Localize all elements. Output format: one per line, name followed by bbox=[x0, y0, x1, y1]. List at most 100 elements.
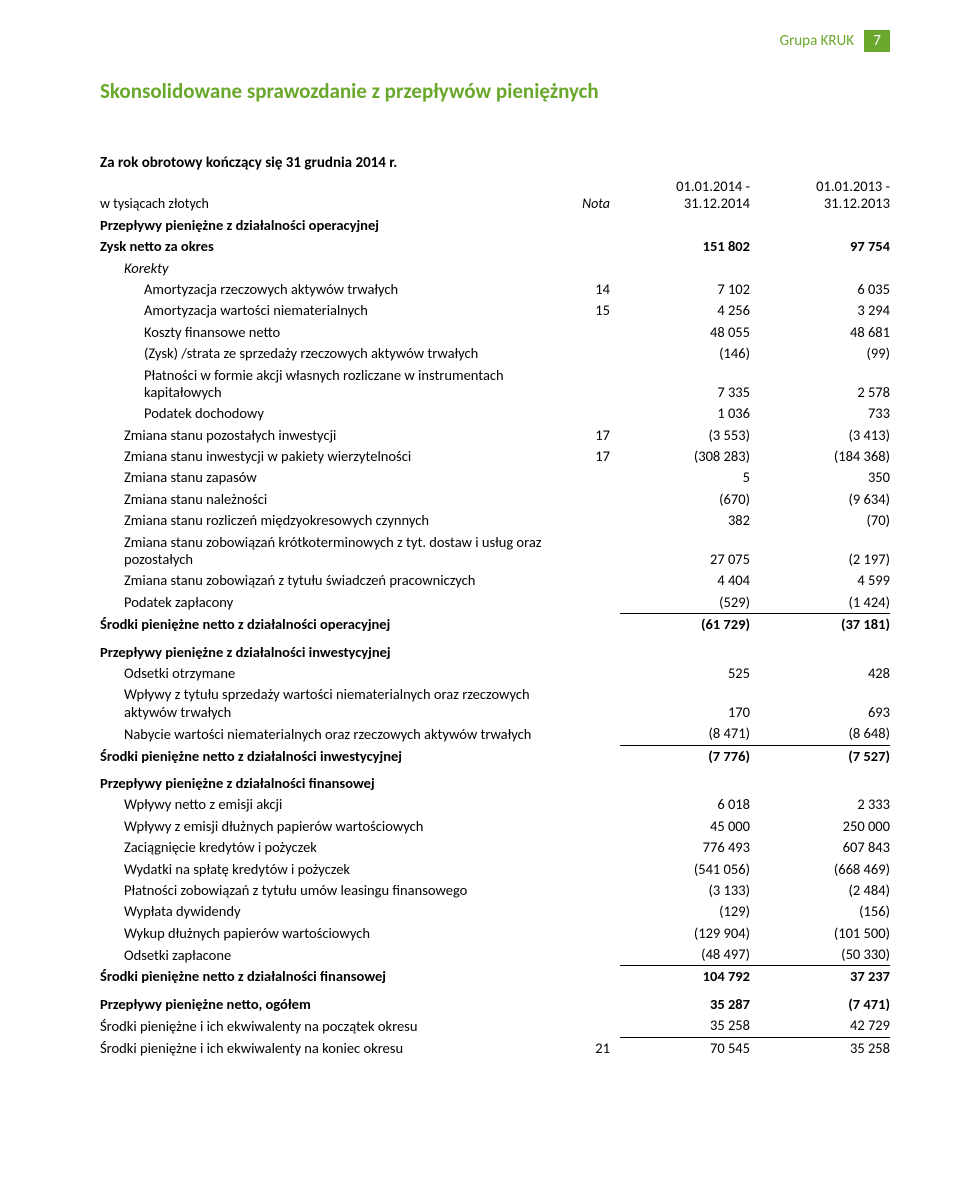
row-label: Podatek zapłacony bbox=[100, 592, 550, 614]
row-nota: 17 bbox=[550, 446, 620, 467]
row-value-c2: (3 413) bbox=[760, 425, 890, 446]
group-label: Grupa KRUK bbox=[780, 32, 854, 50]
row-value-c2: (1 424) bbox=[760, 592, 890, 614]
row-value-c2: 4 599 bbox=[760, 570, 890, 591]
row-label: (Zysk) /strata ze sprzedaży rzeczowych a… bbox=[100, 343, 550, 364]
row-value-c1: 776 493 bbox=[620, 837, 760, 858]
row-label: Zmiana stanu zapasów bbox=[100, 467, 550, 488]
row-value-c2: (2 484) bbox=[760, 880, 890, 901]
row-label: Wpływy netto z emisji akcji bbox=[100, 794, 550, 815]
fin-total-c2: 37 237 bbox=[760, 966, 890, 988]
row-value-c2: 607 843 bbox=[760, 837, 890, 858]
row-label: Płatności w formie akcji własnych rozlic… bbox=[100, 365, 550, 404]
row-value-c1: 45 000 bbox=[620, 816, 760, 837]
row-label: Środki pieniężne i ich ekwiwalenty na ko… bbox=[100, 1037, 550, 1059]
row-nota: 15 bbox=[550, 300, 620, 321]
row-value-c2: 350 bbox=[760, 467, 890, 488]
row-value-c1: 48 055 bbox=[620, 322, 760, 343]
row-label: Zmiana stanu należności bbox=[100, 489, 550, 510]
row-label: Zmiana stanu zobowiązań krótkoterminowyc… bbox=[100, 532, 550, 571]
row-value-c2: 3 294 bbox=[760, 300, 890, 321]
row-label: Koszty finansowe netto bbox=[100, 322, 550, 343]
row-value-c1: 1 036 bbox=[620, 403, 760, 424]
row-value-c1: (48 497) bbox=[620, 944, 760, 966]
row-nota: 17 bbox=[550, 425, 620, 446]
row-value-c2: (9 634) bbox=[760, 489, 890, 510]
row-label: Zysk netto za okres bbox=[100, 236, 550, 257]
row-value-c1: (529) bbox=[620, 592, 760, 614]
fin-total-c1: 104 792 bbox=[620, 966, 760, 988]
row-value-c1: (8 471) bbox=[620, 723, 760, 745]
row-value-c2: 733 bbox=[760, 403, 890, 424]
net-total-label: Przepływy pieniężne netto, ogółem bbox=[100, 988, 550, 1015]
row-value-c2: 97 754 bbox=[760, 236, 890, 257]
row-value-c1: (308 283) bbox=[620, 446, 760, 467]
section-fin-header: Przepływy pieniężne z działalności finan… bbox=[100, 767, 550, 794]
inv-total-c2: (7 527) bbox=[760, 745, 890, 767]
row-label: Zmiana stanu rozliczeń międzyokresowych … bbox=[100, 510, 550, 531]
row-value-c2: 42 729 bbox=[760, 1015, 890, 1037]
row-value-c1: 170 bbox=[620, 684, 760, 723]
row-label: Zmiana stanu pozostałych inwestycji bbox=[100, 425, 550, 446]
row-value-c1: (146) bbox=[620, 343, 760, 364]
inv-total-c1: (7 776) bbox=[620, 745, 760, 767]
row-value-c1: 7 102 bbox=[620, 279, 760, 300]
row-value-c1: (541 056) bbox=[620, 859, 760, 880]
row-label: Amortyzacja rzeczowych aktywów trwałych bbox=[100, 279, 550, 300]
row-value-c1: (3 133) bbox=[620, 880, 760, 901]
row-value-c1: 4 404 bbox=[620, 570, 760, 591]
subheading: Za rok obrotowy kończący się 31 grudnia … bbox=[100, 154, 890, 172]
row-label: Korekty bbox=[100, 258, 550, 279]
row-value-c2: 6 035 bbox=[760, 279, 890, 300]
row-value-c2: (668 469) bbox=[760, 859, 890, 880]
row-label: Odsetki zapłacone bbox=[100, 944, 550, 966]
section-inv-header: Przepływy pieniężne z działalności inwes… bbox=[100, 636, 550, 663]
row-value-c2: 35 258 bbox=[760, 1037, 890, 1059]
row-value-c1: (129) bbox=[620, 901, 760, 922]
row-value-c2: (101 500) bbox=[760, 923, 890, 944]
row-value-c2: (99) bbox=[760, 343, 890, 364]
row-value-c2: (8 648) bbox=[760, 723, 890, 745]
row-value-c1: (3 553) bbox=[620, 425, 760, 446]
row-nota: 14 bbox=[550, 279, 620, 300]
unit-note: w tysiącach złotych bbox=[100, 176, 550, 215]
op-total-c1: (61 729) bbox=[620, 614, 760, 636]
row-label: Zmiana stanu zobowiązań z tytułu świadcz… bbox=[100, 570, 550, 591]
report-title: Skonsolidowane sprawozdanie z przepływów… bbox=[100, 78, 890, 104]
net-total-c2: (7 471) bbox=[760, 988, 890, 1015]
row-label: Podatek dochodowy bbox=[100, 403, 550, 424]
nota-header: Nota bbox=[550, 176, 620, 215]
row-value-c1: 70 545 bbox=[620, 1037, 760, 1059]
row-label: Wydatki na spłatę kredytów i pożyczek bbox=[100, 859, 550, 880]
row-value-c1: 27 075 bbox=[620, 532, 760, 571]
net-total-c1: 35 287 bbox=[620, 988, 760, 1015]
page-header: Grupa KRUK 7 bbox=[100, 30, 890, 52]
row-value-c1: (129 904) bbox=[620, 923, 760, 944]
row-value-c2: (50 330) bbox=[760, 944, 890, 966]
inv-total-label: Środki pieniężne netto z działalności in… bbox=[100, 745, 550, 767]
row-label: Nabycie wartości niematerialnych oraz rz… bbox=[100, 723, 550, 745]
row-label: Wypłata dywidendy bbox=[100, 901, 550, 922]
row-value-c2: 250 000 bbox=[760, 816, 890, 837]
row-label: Wpływy z tytułu sprzedaży wartości niema… bbox=[100, 684, 550, 723]
row-label: Zaciągnięcie kredytów i pożyczek bbox=[100, 837, 550, 858]
row-value-c1: 151 802 bbox=[620, 236, 760, 257]
row-value-c1: 525 bbox=[620, 663, 760, 684]
row-label: Środki pieniężne i ich ekwiwalenty na po… bbox=[100, 1015, 550, 1037]
period-1-header: 01.01.2014 - 31.12.2014 bbox=[620, 176, 760, 215]
period-2-header: 01.01.2013 - 31.12.2013 bbox=[760, 176, 890, 215]
row-value-c1: 6 018 bbox=[620, 794, 760, 815]
row-label: Wykup dłużnych papierów wartościowych bbox=[100, 923, 550, 944]
op-total-label: Środki pieniężne netto z działalności op… bbox=[100, 614, 550, 636]
fin-total-label: Środki pieniężne netto z działalności fi… bbox=[100, 966, 550, 988]
row-value-c1: 4 256 bbox=[620, 300, 760, 321]
row-value-c1: 382 bbox=[620, 510, 760, 531]
row-value-c2: (70) bbox=[760, 510, 890, 531]
row-value-c2: 2 578 bbox=[760, 365, 890, 404]
op-total-c2: (37 181) bbox=[760, 614, 890, 636]
row-value-c1: 35 258 bbox=[620, 1015, 760, 1037]
row-value-c1: 5 bbox=[620, 467, 760, 488]
row-value-c2: 693 bbox=[760, 684, 890, 723]
row-value-c1: (670) bbox=[620, 489, 760, 510]
cash-flow-table: w tysiącach złotych Nota 01.01.2014 - 31… bbox=[100, 176, 890, 1059]
